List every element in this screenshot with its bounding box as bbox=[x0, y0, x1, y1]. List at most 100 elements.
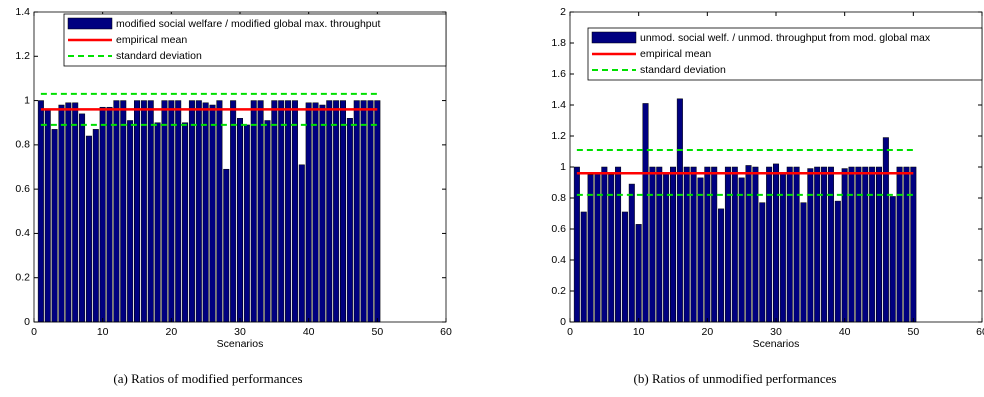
x-tick-label: 40 bbox=[839, 326, 851, 338]
y-tick-label: 1.2 bbox=[551, 130, 566, 142]
legend-label: empirical mean bbox=[640, 48, 711, 60]
y-tick-label: 1 bbox=[24, 94, 30, 106]
y-tick-label: 1.4 bbox=[15, 6, 30, 18]
y-tick-label: 1.6 bbox=[551, 68, 566, 80]
bar bbox=[834, 200, 841, 323]
legend-label: standard deviation bbox=[116, 50, 202, 62]
bar bbox=[615, 166, 622, 323]
legend-swatch bbox=[67, 17, 113, 30]
y-tick-label: 0.4 bbox=[15, 227, 30, 239]
bar bbox=[876, 166, 882, 323]
bar bbox=[573, 166, 580, 323]
x-tick-label: 60 bbox=[976, 326, 984, 338]
bar bbox=[752, 166, 759, 323]
bar bbox=[903, 166, 910, 323]
chart: 0 0.2 0.4 0.6 0.8 1 1.2 1.4 0 10 20 30 40 50 60 Scenari… bbox=[15, 6, 452, 386]
x-tick-label: 50 bbox=[371, 326, 383, 338]
bar bbox=[766, 166, 773, 323]
y-tick-label: 1.2 bbox=[15, 50, 30, 62]
x-tick-label: 20 bbox=[701, 326, 713, 338]
legend-label: standard deviation bbox=[640, 64, 726, 76]
bar bbox=[656, 166, 663, 323]
bar bbox=[58, 104, 65, 323]
x-axis-label: Scenarios bbox=[753, 338, 800, 350]
bar bbox=[724, 166, 731, 323]
bar bbox=[731, 166, 738, 323]
bar bbox=[285, 100, 292, 323]
bar bbox=[360, 100, 367, 323]
bar bbox=[862, 166, 869, 323]
y-tick-label: 1.8 bbox=[551, 37, 566, 49]
bar bbox=[209, 104, 216, 323]
y-tick-label: 0.8 bbox=[551, 192, 566, 204]
bar bbox=[670, 166, 676, 323]
bar bbox=[65, 102, 72, 323]
legend-swatch bbox=[591, 31, 637, 44]
bar bbox=[786, 166, 793, 323]
legend-label: empirical mean bbox=[116, 34, 187, 46]
bar bbox=[759, 202, 766, 323]
legend-box bbox=[63, 13, 447, 67]
legend: modified social welfare / modified globa… bbox=[63, 13, 447, 67]
bar bbox=[120, 100, 127, 323]
bar bbox=[649, 166, 656, 323]
x-tick-label: 40 bbox=[303, 326, 315, 338]
bar bbox=[333, 100, 340, 323]
bar bbox=[340, 100, 346, 323]
bar bbox=[346, 118, 353, 323]
y-tick-label: 2 bbox=[560, 6, 566, 18]
bar bbox=[44, 109, 51, 323]
bar bbox=[374, 100, 381, 323]
y-tick-label: 1.4 bbox=[551, 99, 566, 111]
x-tick-label: 50 bbox=[907, 326, 919, 338]
bar bbox=[683, 166, 690, 323]
bar bbox=[608, 174, 615, 323]
bar bbox=[882, 137, 889, 323]
bar bbox=[697, 177, 704, 323]
bar bbox=[793, 166, 800, 323]
x-tick-label: 30 bbox=[234, 326, 246, 338]
bar bbox=[175, 100, 182, 323]
bar bbox=[621, 211, 628, 323]
x-tick-label: 20 bbox=[165, 326, 177, 338]
bar bbox=[738, 177, 745, 323]
bar bbox=[72, 102, 79, 323]
bar bbox=[841, 168, 848, 323]
bar bbox=[773, 163, 779, 323]
bar bbox=[291, 100, 298, 323]
x-tick-label: 10 bbox=[633, 326, 645, 338]
bar bbox=[99, 106, 106, 323]
bar bbox=[814, 166, 821, 323]
bar bbox=[278, 100, 285, 323]
bar bbox=[195, 100, 202, 323]
bar bbox=[264, 120, 271, 323]
bar bbox=[243, 124, 250, 323]
bar bbox=[223, 168, 230, 323]
bar bbox=[587, 174, 594, 323]
bar bbox=[182, 122, 189, 323]
bar bbox=[821, 166, 828, 323]
chart: 00.20.40.60.811.21.41.61.820102030405060… bbox=[551, 6, 984, 386]
y-tick-label: 0.6 bbox=[15, 183, 30, 195]
bar bbox=[271, 100, 278, 323]
bar bbox=[690, 166, 697, 323]
bar bbox=[910, 166, 917, 323]
x-axis-label: Scenarios bbox=[217, 338, 264, 350]
bar bbox=[326, 100, 333, 323]
x-tick-label: 0 bbox=[567, 326, 573, 338]
bar bbox=[827, 166, 834, 323]
bar bbox=[305, 102, 312, 323]
bar bbox=[635, 224, 642, 323]
x-tick-label: 10 bbox=[97, 326, 109, 338]
bar bbox=[711, 166, 718, 323]
bar bbox=[642, 103, 649, 323]
y-tick-label: 0.4 bbox=[551, 254, 566, 266]
bar bbox=[168, 100, 175, 323]
bar bbox=[848, 166, 855, 323]
bar bbox=[257, 100, 264, 323]
x-tick-label: 30 bbox=[770, 326, 782, 338]
legend: unmod. social welf. / unmod. throughput … bbox=[587, 27, 983, 81]
legend-box bbox=[587, 27, 983, 81]
bar bbox=[250, 100, 257, 323]
